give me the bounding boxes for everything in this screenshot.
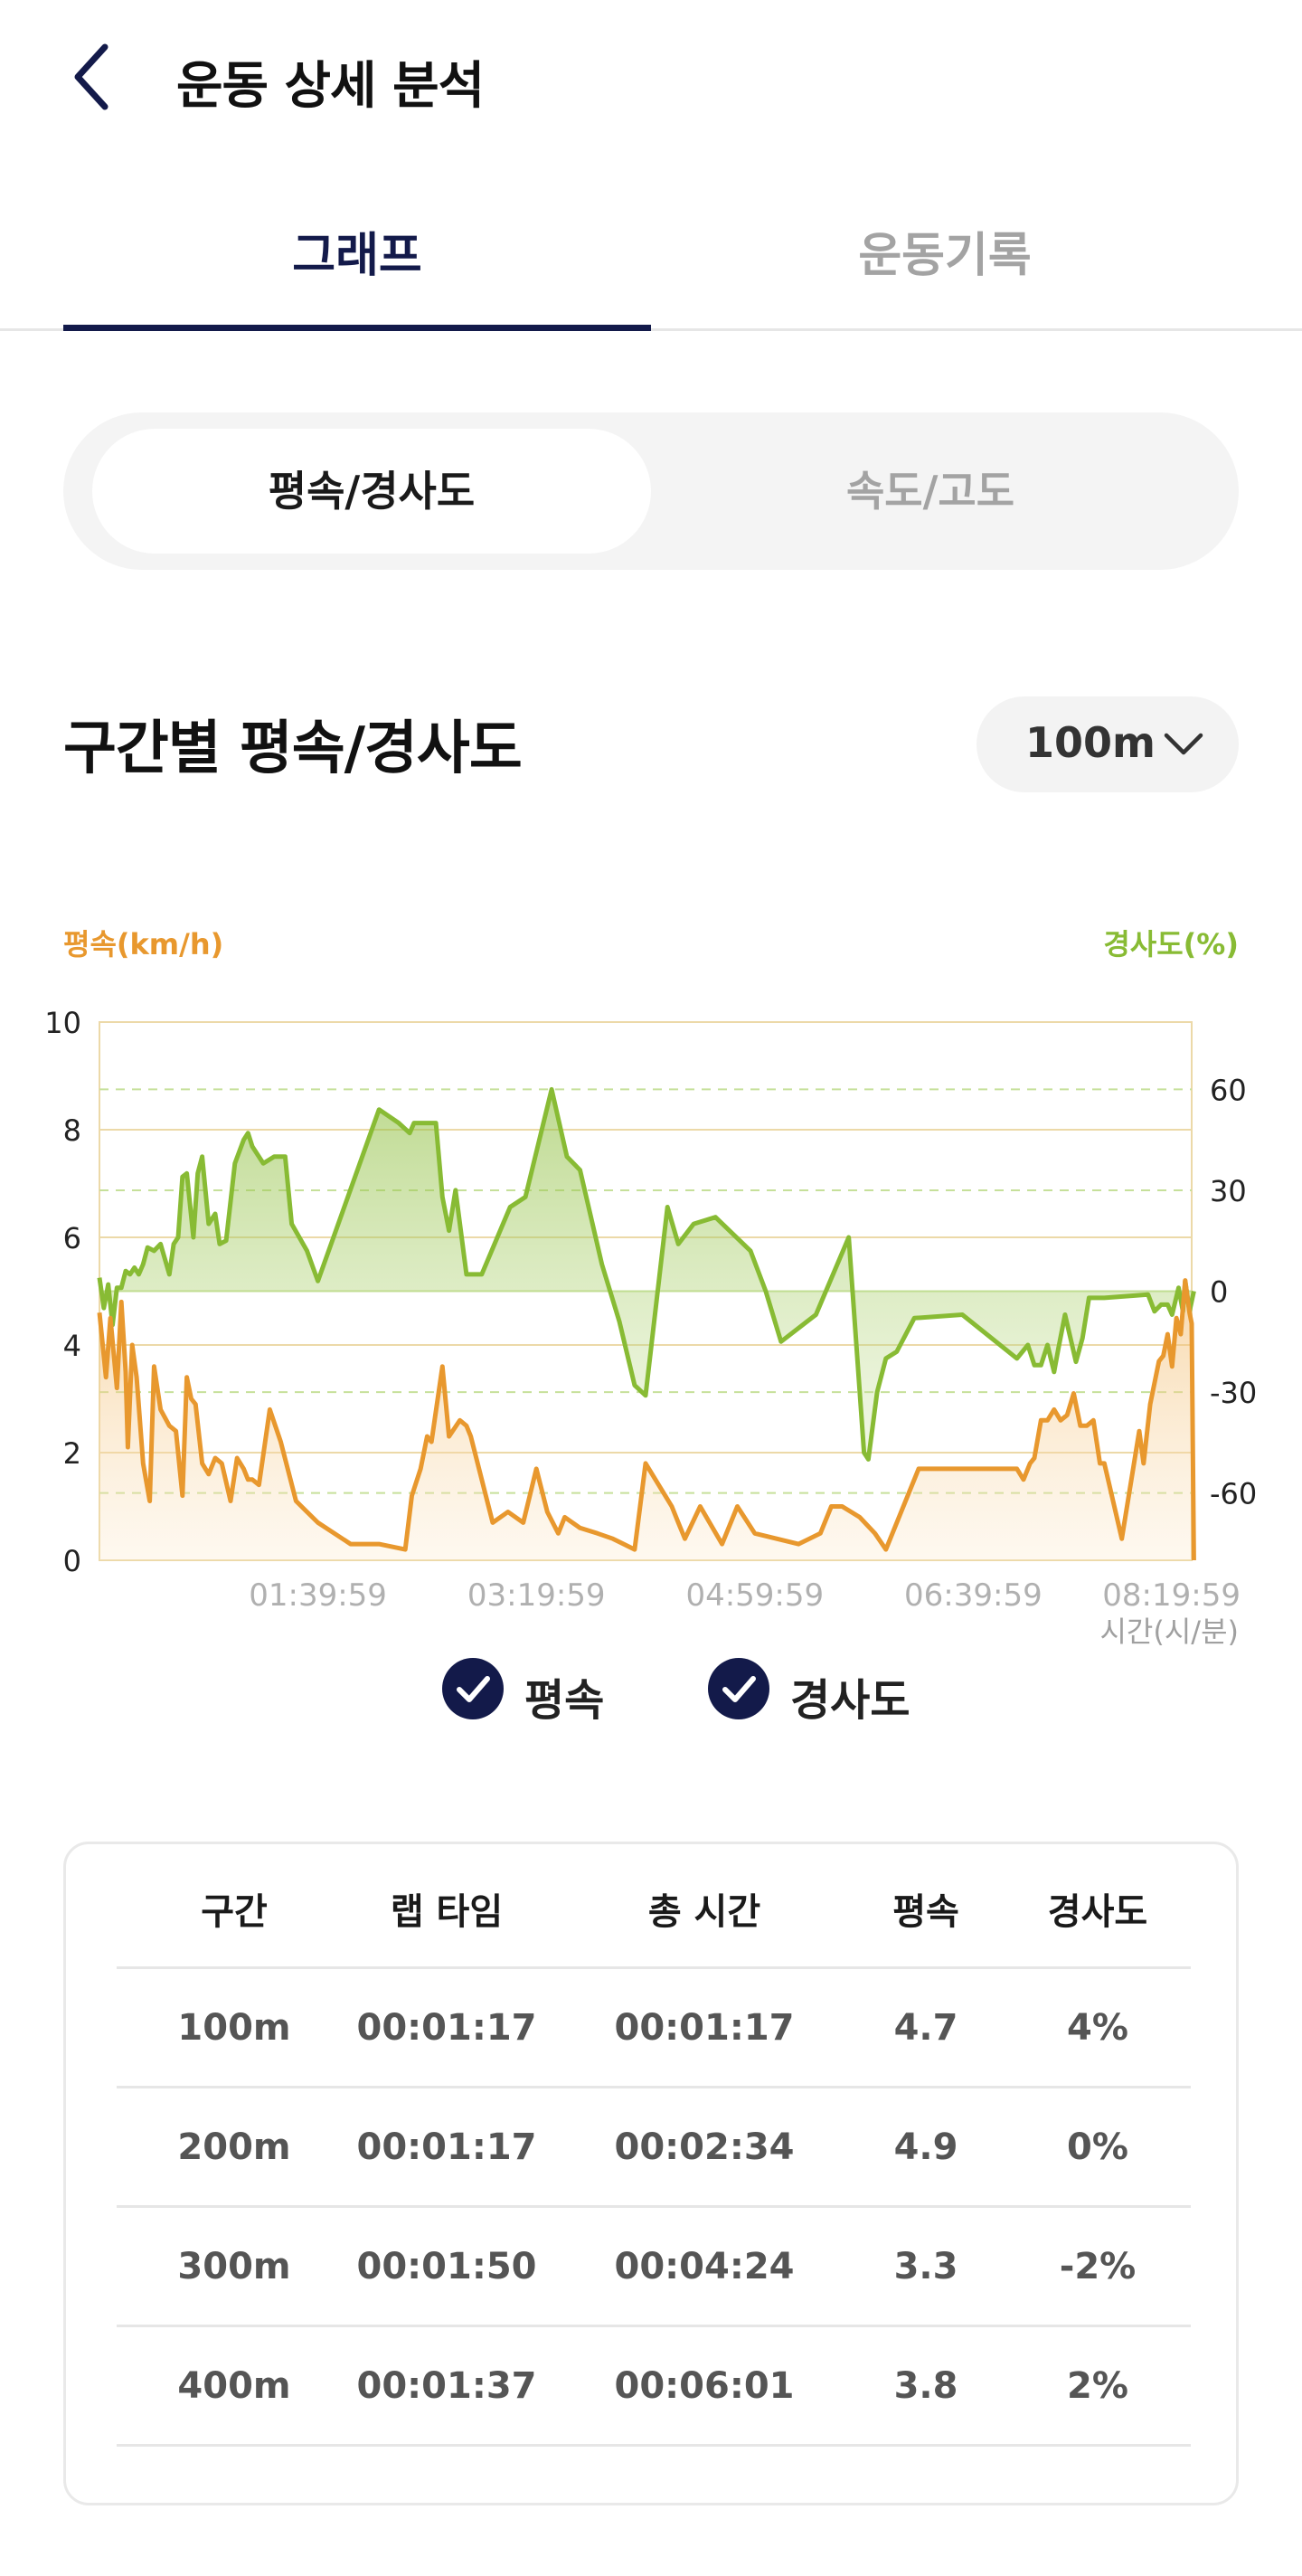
right-axis-title: 경사도(%)	[1103, 927, 1239, 961]
table-row: 300m 00:01:50 00:04:24 3.3 -2%	[117, 2208, 1191, 2327]
cell-section: 300m	[177, 2246, 291, 2287]
right-tick-label: -60	[1210, 1477, 1257, 1511]
tab-workout-record[interactable]: 운동기록	[858, 229, 1032, 283]
table-header: 구간 랩 타임 총 시간 평속 경사도	[117, 1844, 1191, 1969]
chevron-left-icon	[74, 43, 108, 110]
col-header-avg-speed: 평속	[892, 1891, 959, 1933]
section-title: 구간별 평속/경사도	[63, 715, 523, 782]
col-header-section: 구간	[201, 1891, 268, 1933]
cell-avg-speed: 4.7	[893, 2007, 958, 2049]
check-circle-icon	[442, 1658, 504, 1719]
cell-section: 400m	[177, 2365, 291, 2407]
legend-label-slope: 경사도	[790, 1675, 910, 1726]
cell-avg-speed: 4.9	[893, 2126, 958, 2168]
table-row: 400m 00:01:37 00:06:01 3.8 2%	[117, 2327, 1191, 2447]
cell-total-time: 00:01:17	[614, 2007, 795, 2049]
right-tick-label: 0	[1210, 1275, 1228, 1310]
speed-series-line	[97, 1278, 1196, 1561]
right-tick-label: -30	[1210, 1376, 1257, 1410]
cell-slope: 4%	[1067, 2007, 1128, 2049]
cell-avg-speed: 3.8	[893, 2365, 958, 2407]
cell-section: 100m	[177, 2007, 291, 2049]
table-row: 200m 00:01:17 00:02:34 4.9 0%	[117, 2088, 1191, 2208]
cell-lap-time: 00:01:50	[356, 2246, 537, 2287]
left-tick-label: 4	[63, 1329, 81, 1363]
app-header: 운동 상세 분석	[0, 0, 1302, 154]
cell-section: 200m	[177, 2126, 291, 2168]
tab-graph[interactable]: 그래프	[63, 217, 651, 331]
chart-legend: 평속 경사도	[0, 1646, 1302, 1737]
x-tick-label: 06:39:59	[904, 1577, 1043, 1614]
x-tick-label: 04:59:59	[685, 1577, 824, 1614]
cell-total-time: 00:06:01	[614, 2365, 795, 2407]
legend-toggle-slope[interactable]: 경사도	[707, 1657, 924, 1726]
cell-lap-time: 00:01:17	[356, 2007, 537, 2049]
col-header-slope: 경사도	[1047, 1891, 1148, 1933]
chart-type-toggle: 평속/경사도 속도/고도	[63, 412, 1239, 570]
left-tick-label: 8	[63, 1113, 81, 1148]
check-circle-icon	[708, 1658, 769, 1719]
left-tick-label: 2	[63, 1436, 81, 1471]
back-button[interactable]	[63, 36, 127, 118]
right-tick-label: 60	[1210, 1073, 1247, 1107]
tab-bar: 그래프 운동기록	[0, 181, 1302, 331]
segment-speed-altitude[interactable]: 속도/고도	[845, 467, 1015, 516]
cell-total-time: 00:04:24	[614, 2246, 795, 2287]
cell-slope: 0%	[1067, 2126, 1128, 2168]
interval-dropdown[interactable]: 100m	[976, 696, 1239, 792]
x-axis-title: 시간(시/분)	[1099, 1615, 1239, 1649]
slope-series-line	[97, 1086, 1196, 1462]
cell-total-time: 00:02:34	[614, 2126, 795, 2168]
cell-lap-time: 00:01:37	[356, 2365, 537, 2407]
x-tick-label: 01:39:59	[249, 1577, 387, 1614]
x-tick-label: 08:19:59	[1102, 1577, 1241, 1614]
left-tick-label: 10	[44, 1006, 81, 1040]
legend-toggle-speed[interactable]: 평속	[441, 1657, 622, 1726]
left-axis-title: 평속(km/h)	[63, 927, 223, 961]
speed-area	[99, 1280, 1194, 1560]
cell-lap-time: 00:01:17	[356, 2126, 537, 2168]
interval-dropdown-value: 100m	[1025, 718, 1156, 767]
left-tick-label: 0	[63, 1544, 81, 1578]
legend-label-speed: 평속	[524, 1675, 605, 1726]
slope-area	[99, 1089, 1194, 1460]
left-tick-label: 6	[63, 1221, 81, 1255]
speed-slope-chart: 평속(km/h) 경사도(%) 0 2 4 6 8 10 -60 -30 0 30 60 01:39:…	[0, 923, 1302, 1664]
col-header-lap-time: 랩 타임	[390, 1891, 504, 1933]
segment-speed-slope[interactable]: 평속/경사도	[92, 429, 651, 554]
lap-table: 구간 랩 타임 총 시간 평속 경사도 100m 00:01:17 00:01:17…	[63, 1842, 1239, 2505]
cell-avg-speed: 3.3	[893, 2246, 958, 2287]
page-title: 운동 상세 분석	[176, 57, 485, 116]
chevron-down-icon	[1164, 733, 1203, 755]
col-header-total-time: 총 시간	[647, 1891, 761, 1933]
chart-canvas: 평속(km/h) 경사도(%) 0 2 4 6 8 10 -60 -30 0 30 60 01:39:…	[44, 927, 1257, 1649]
x-tick-label: 03:19:59	[467, 1577, 606, 1614]
table-row: 100m 00:01:17 00:01:17 4.7 4%	[117, 1969, 1191, 2088]
cell-slope: 2%	[1067, 2365, 1128, 2407]
right-tick-label: 30	[1210, 1174, 1247, 1208]
cell-slope: -2%	[1059, 2246, 1137, 2287]
